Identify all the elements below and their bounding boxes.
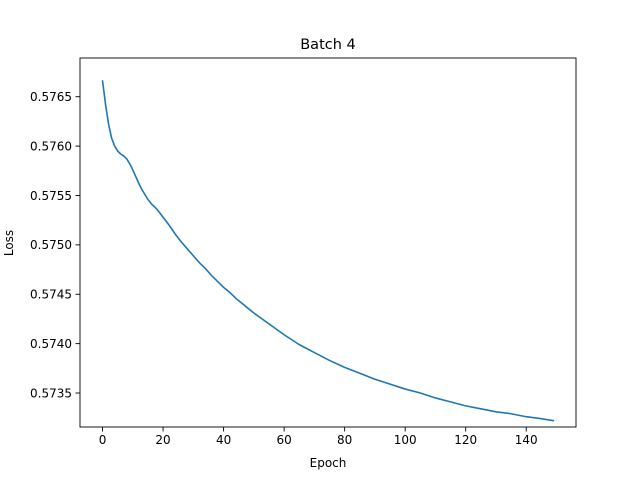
x-tick-label: 120 [454, 433, 477, 447]
series-line [101, 80, 555, 422]
y-tick-label: 0.5750 [30, 238, 72, 252]
x-axis: 0 20 40 60 80 100 120 140 [99, 427, 538, 447]
x-tick-label: 140 [515, 433, 538, 447]
y-tick-label: 0.5740 [30, 337, 72, 351]
series-layer [101, 80, 555, 422]
chart-title: Batch 4 [300, 37, 356, 53]
plot-area [79, 57, 577, 428]
x-tick-label: 0 [99, 433, 107, 447]
x-axis-label: Epoch [310, 456, 347, 470]
x-tick-label: 20 [155, 433, 170, 447]
x-tick-label: 100 [394, 433, 417, 447]
x-tick-label: 80 [337, 433, 352, 447]
y-tick-label: 0.5735 [30, 386, 72, 400]
y-tick-label: 0.5760 [30, 139, 72, 153]
y-tick-label: 0.5745 [30, 288, 72, 302]
plot-frame [79, 57, 577, 428]
y-axis: 0.5735 0.5740 0.5745 0.5750 0.5755 0.5760 0.57… [30, 90, 80, 400]
x-tick-label: 60 [276, 433, 291, 447]
y-axis-label: Loss [2, 230, 16, 256]
y-tick-label: 0.5755 [30, 189, 72, 203]
x-tick-label: 40 [216, 433, 231, 447]
y-tick-label: 0.5765 [30, 90, 72, 104]
